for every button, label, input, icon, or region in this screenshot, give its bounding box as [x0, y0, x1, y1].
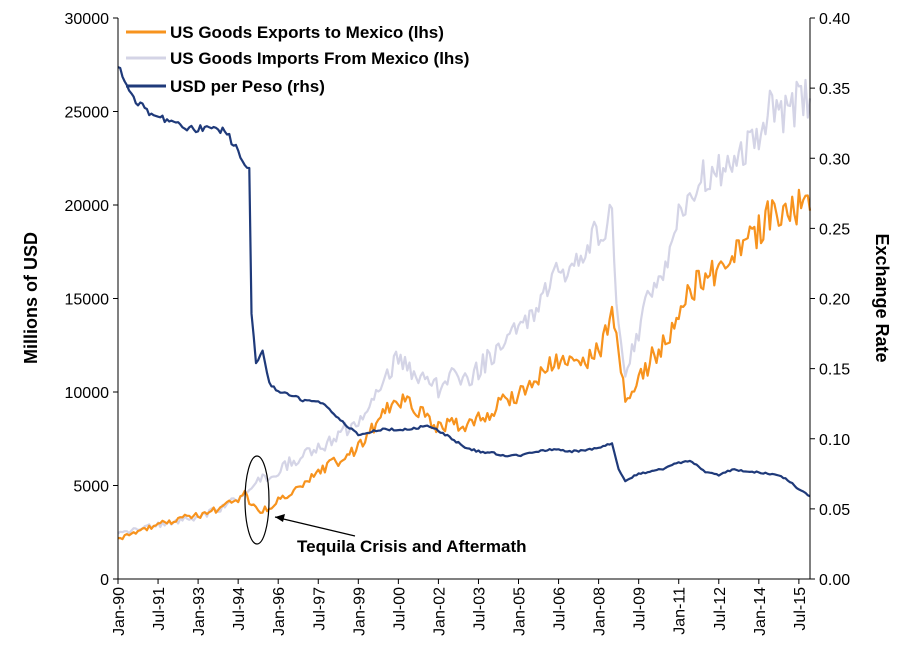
x-tick-label: Jul-97: [311, 587, 328, 631]
x-tick-label: Jan-90: [111, 587, 128, 636]
series-line-imports: [117, 78, 812, 535]
series-line-exports: [117, 188, 812, 541]
x-tick-label: Jan-08: [592, 587, 609, 636]
annotation-arrow: [274, 516, 356, 537]
y-axis-left-title: Millions of USD: [21, 232, 41, 364]
y-tick-label-right: 0.35: [819, 81, 850, 98]
axes: 0 5000 10000 15000 20000 25000 30000 0.00 0.05 0.…: [65, 11, 851, 636]
legend: US Goods Exports to Mexico (lhs) US Good…: [126, 23, 469, 96]
x-tick-label: Jan-96: [271, 587, 288, 636]
annotation-arrowhead: [275, 514, 285, 522]
x-tick-label: Jul-91: [151, 587, 168, 631]
annotation: Tequila Crisis and Aftermath: [244, 455, 527, 556]
y-tick-label-left: 30000: [65, 11, 110, 28]
y-tick-label-right: 0.40: [819, 11, 850, 28]
annotation-label: Tequila Crisis and Aftermath: [297, 537, 527, 556]
x-tick-label: Jul-09: [632, 587, 649, 631]
y-tick-label-right: 0.15: [819, 362, 850, 379]
x-tick-label: Jul-94: [231, 587, 248, 631]
x-tick-label: Jul-00: [391, 587, 408, 631]
legend-label-peso: USD per Peso (rhs): [170, 77, 325, 96]
y-tick-label-left: 20000: [65, 198, 110, 215]
y-tick-label-right: 0.20: [819, 292, 850, 309]
x-tick-label: Jan-11: [672, 587, 689, 635]
x-tick-label: Jul-03: [471, 587, 488, 631]
y-tick-label-left: 15000: [65, 292, 110, 309]
x-tick-label: Jul-15: [792, 587, 809, 631]
y-tick-label-right: 0.00: [819, 572, 850, 589]
x-tick-label: Jan-02: [431, 587, 448, 636]
y-tick-label-left: 25000: [65, 105, 110, 122]
y-tick-label-right: 0.30: [819, 151, 850, 168]
y-tick-label-right: 0.25: [819, 221, 850, 238]
y-axis-right-title: Exchange Rate: [872, 233, 892, 362]
x-tick-label: Jul-12: [712, 587, 729, 631]
plot-area: [117, 66, 812, 541]
y-tick-label-left: 0: [100, 572, 109, 589]
x-tick-label: Jan-14: [752, 587, 769, 636]
y-tick-label-left: 5000: [73, 479, 109, 496]
x-tick-label: Jan-99: [351, 587, 368, 636]
y-tick-label-left: 10000: [65, 385, 110, 402]
x-tick-label: Jul-06: [552, 587, 569, 631]
legend-label-exports: US Goods Exports to Mexico (lhs): [170, 23, 444, 42]
legend-label-imports: US Goods Imports From Mexico (lhs): [170, 49, 469, 68]
y-tick-label-right: 0.05: [819, 502, 850, 519]
y-tick-label-right: 0.10: [819, 432, 850, 449]
annotation-ellipse: [244, 455, 270, 545]
series-line-peso: [117, 66, 811, 498]
x-tick-label: Jan-93: [191, 587, 208, 636]
x-tick-label: Jan-05: [512, 587, 529, 636]
